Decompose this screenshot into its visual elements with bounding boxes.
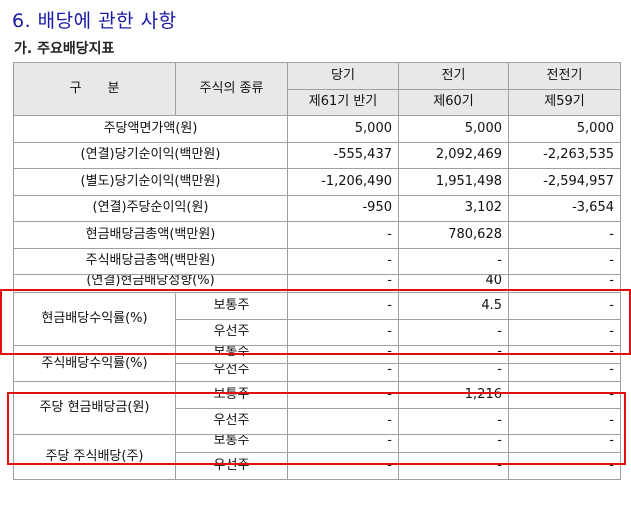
- row-label: 현금배당금총액(백만원): [13, 221, 288, 249]
- cell-prior2: -: [508, 221, 621, 249]
- cell-prior2: -: [508, 363, 621, 382]
- cell-prior2: -: [508, 274, 621, 293]
- cell-current: -: [287, 221, 399, 249]
- header-fiscal-prior2: 제59기: [508, 88, 621, 116]
- stock-type-cell: 우선주: [175, 318, 288, 346]
- cell-prior: -: [398, 452, 509, 480]
- cell-prior2: -: [508, 452, 621, 480]
- section-title: 6. 배당에 관한 사항: [12, 10, 177, 32]
- header-stock-type: 주식의 종류: [175, 62, 288, 116]
- header-category: 구 분: [13, 62, 176, 116]
- header-subrow: 제61기 반기 제60기 제59기: [14, 88, 621, 116]
- cell-current: -: [287, 452, 399, 480]
- stock-type-cell: 보통주: [175, 434, 288, 453]
- cell-prior: 2,092,469: [398, 141, 509, 169]
- cell-current: -555,437: [287, 141, 399, 169]
- subsection-title: 가. 주요배당지표: [14, 41, 115, 57]
- table-row: 주당액면가액(원) 5,000 5,000 5,000: [13, 115, 621, 143]
- stock-type-cell: 보통주: [175, 292, 288, 320]
- cell-prior: -: [398, 407, 509, 435]
- cell-prior: 3,102: [398, 194, 509, 222]
- highlight-box-cash-dividend-per-share: [7, 392, 626, 465]
- header-period-prior2: 전전기: [508, 62, 621, 90]
- cell-prior: 5,000: [398, 115, 509, 143]
- cell-prior: 1,951,498: [398, 168, 509, 196]
- cell-current: -: [287, 407, 399, 435]
- row-label: (연결)주당순이익(원): [13, 194, 288, 222]
- header-row: 구 분 주식의 종류 당기 전기 전전기: [13, 62, 621, 116]
- highlight-box-cash-dividend-yield: [0, 289, 631, 355]
- table-row: 우선주 - - -: [14, 452, 621, 480]
- cell-prior2: -2,263,535: [508, 141, 621, 169]
- table-row: (별도)당기순이익(백만원) -1,206,490 1,951,498 -2,5…: [13, 168, 621, 196]
- cell-prior: -: [398, 363, 509, 382]
- cell-prior: 1,216: [398, 381, 509, 409]
- table-row: 우선주 - - -: [14, 363, 621, 382]
- cell-current: -: [287, 363, 399, 382]
- cell-prior: 40: [398, 274, 509, 293]
- cell-current: -: [287, 247, 399, 275]
- cell-prior: -: [398, 318, 509, 346]
- cell-prior2: 5,000: [508, 115, 621, 143]
- row-label: 주식배당금총액(백만원): [13, 247, 288, 275]
- cell-prior2: -: [508, 434, 621, 453]
- cell-current: -: [287, 318, 399, 346]
- table-row: 우선주 - - -: [14, 407, 621, 435]
- stock-type-cell: 우선주: [175, 363, 288, 382]
- row-label: (연결)당기순이익(백만원): [13, 141, 288, 169]
- cell-prior: 780,628: [398, 221, 509, 249]
- cell-prior2: -3,654: [508, 194, 621, 222]
- cell-prior: 4.5: [398, 292, 509, 320]
- header-fiscal-prior: 제60기: [398, 88, 509, 116]
- table-row: 현금배당수익률(%) 보통주 - 4.5 -: [13, 292, 621, 346]
- cell-current: -1,206,490: [287, 168, 399, 196]
- group-label: 주식배당수익률(%): [13, 345, 176, 382]
- table-row: (연결)당기순이익(백만원) -555,437 2,092,469 -2,263…: [13, 141, 621, 169]
- group-label: 주당 주식배당(주): [13, 434, 176, 480]
- cell-current: -: [287, 292, 399, 320]
- table-row: 주식배당금총액(백만원) - - -: [13, 247, 621, 275]
- header-fiscal-current: 제61기 반기: [287, 88, 399, 116]
- header-period-current: 당기: [287, 62, 399, 90]
- cell-prior2: -2,594,957: [508, 168, 621, 196]
- table-row: 우선주 - - -: [14, 318, 621, 346]
- table-row: 현금배당금총액(백만원) - 780,628 -: [13, 221, 621, 249]
- row-label: 주당액면가액(원): [13, 115, 288, 143]
- table-row: (연결)주당순이익(원) -950 3,102 -3,654: [13, 194, 621, 222]
- cell-prior2: -: [508, 381, 621, 409]
- table-row: (연결)현금배당성향(%) - 40 -: [13, 274, 621, 293]
- stock-type-cell: 우선주: [175, 452, 288, 480]
- cell-current: -950: [287, 194, 399, 222]
- header-period-prior: 전기: [398, 62, 509, 90]
- cell-prior2: -: [508, 247, 621, 275]
- table-row: 주당 현금배당금(원) 보통주 - 1,216 -: [13, 381, 621, 435]
- cell-prior: -: [398, 247, 509, 275]
- stock-type-cell: 보통주: [175, 381, 288, 409]
- table-row: 주당 주식배당(주) 보통주 - - -: [13, 434, 621, 480]
- group-label: 주당 현금배당금(원): [13, 381, 176, 435]
- cell-prior2: -: [508, 318, 621, 346]
- cell-current: 5,000: [287, 115, 399, 143]
- row-label: (별도)당기순이익(백만원): [13, 168, 288, 196]
